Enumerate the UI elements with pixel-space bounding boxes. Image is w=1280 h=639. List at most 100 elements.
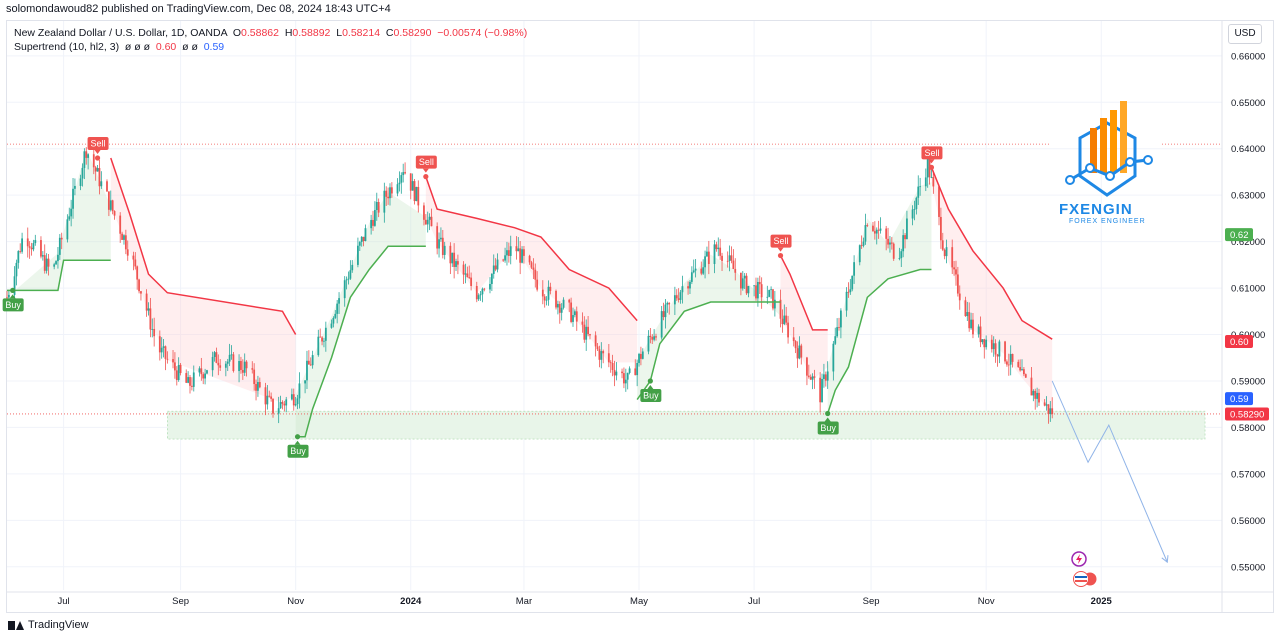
candle-down — [740, 272, 742, 289]
flag-events-icon[interactable] — [1071, 570, 1101, 588]
close-label: C — [385, 27, 394, 39]
supertrend-down-line — [110, 157, 297, 335]
candle-down — [941, 240, 944, 250]
candle-up — [862, 241, 865, 246]
candle-up — [285, 399, 288, 406]
chart-frame — [6, 20, 1274, 613]
signal-dot — [294, 434, 301, 440]
time-axis: Jul Sep Nov 2024 Mar May Jul Sep Nov 2025 — [6, 591, 1274, 607]
candle-down — [1004, 341, 1006, 362]
candle-up — [753, 285, 756, 287]
price-tick-label: 0.64000 — [1231, 144, 1265, 155]
signal-label: Sell — [419, 157, 434, 167]
candle-up — [109, 200, 112, 210]
signal-dot — [928, 164, 935, 170]
candle-down — [189, 377, 191, 386]
candle-down — [819, 377, 822, 403]
candle-up — [383, 190, 386, 213]
candle-down — [555, 290, 557, 308]
price-tick-label: 0.66000 — [1231, 51, 1265, 62]
candle-up — [336, 303, 339, 314]
candle-up — [743, 275, 746, 279]
supertrend-down-fill — [425, 176, 638, 363]
candle-down — [1043, 402, 1046, 406]
candle-up — [160, 347, 163, 353]
candle-up — [426, 219, 429, 225]
candle-up — [317, 336, 320, 356]
candle-down — [700, 268, 703, 274]
candle-down — [1030, 377, 1033, 396]
candle-down — [813, 376, 816, 378]
candle-up — [151, 328, 154, 330]
candle-up — [396, 184, 399, 194]
candle-down — [126, 249, 129, 256]
candle-up — [343, 280, 346, 299]
candle-down — [847, 291, 850, 293]
candle-up — [706, 251, 708, 257]
events-bolt-icon[interactable] — [1071, 551, 1087, 567]
indicator-value-up: 0.59 — [203, 41, 225, 53]
time-tick-label: Sep — [863, 596, 880, 607]
candle-down — [715, 244, 718, 250]
candle-down — [792, 337, 795, 342]
candle-up — [96, 168, 99, 172]
candle-down — [951, 247, 954, 268]
indicator-name: Supertrend (10, hl2, 3) — [14, 41, 120, 53]
candle-up — [58, 237, 61, 255]
signal-label: Sell — [924, 148, 939, 158]
candle-down — [655, 336, 657, 338]
candle-down — [385, 190, 388, 197]
candle-up — [1032, 390, 1035, 396]
candle-down — [877, 229, 880, 231]
candle-down — [800, 345, 803, 358]
candle-up — [741, 278, 744, 289]
candle-down — [174, 362, 176, 371]
candle-down — [662, 311, 665, 318]
candle-up — [123, 235, 125, 240]
supertrend-up-fill — [827, 182, 932, 414]
price-tick-label: 0.62000 — [1231, 237, 1265, 248]
candle-up — [673, 295, 676, 305]
tradingview-footer[interactable]: TradingView — [8, 619, 89, 631]
candle-down — [968, 312, 971, 329]
signal-dot — [423, 174, 429, 180]
candle-down — [734, 268, 737, 273]
candle-down — [292, 394, 295, 406]
projection-arrowhead — [1161, 555, 1169, 564]
candle-up — [836, 327, 839, 337]
indicator-row[interactable]: Supertrend (10, hl2, 3) ø ø ø 0.60 ø ø 0… — [14, 40, 527, 54]
candle-up — [351, 264, 354, 271]
candle-up — [679, 292, 682, 300]
candle-down — [164, 346, 167, 359]
supertrend-up-line — [826, 268, 932, 414]
candle-up — [898, 258, 901, 259]
candle-down — [726, 260, 729, 262]
candle-up — [832, 343, 835, 372]
candle-up — [349, 270, 352, 279]
candle-up — [681, 286, 684, 293]
candle-down — [994, 343, 997, 355]
candle-down — [166, 358, 169, 360]
logo-name: FXENGIN — [1059, 201, 1133, 218]
candle-down — [245, 361, 248, 369]
candle-down — [1023, 369, 1025, 375]
candle-down — [6, 297, 8, 299]
price-badge-label: 0.60 — [1230, 337, 1249, 348]
signal-dot — [94, 155, 101, 161]
candle-up — [879, 228, 882, 231]
candle-up — [162, 346, 165, 348]
candle-up — [443, 245, 446, 255]
candle-up — [490, 273, 493, 284]
candle-up — [32, 243, 35, 250]
candle-down — [111, 200, 114, 212]
currency-button[interactable]: USD — [1228, 24, 1262, 44]
signal-badge — [2, 298, 24, 312]
candle-down — [404, 172, 406, 174]
candle-up — [770, 289, 772, 291]
price-tick-label: 0.58000 — [1231, 423, 1265, 434]
candle-down — [1038, 392, 1040, 403]
candle-down — [568, 299, 571, 303]
candle-up — [402, 172, 405, 176]
candle-down — [794, 341, 797, 349]
